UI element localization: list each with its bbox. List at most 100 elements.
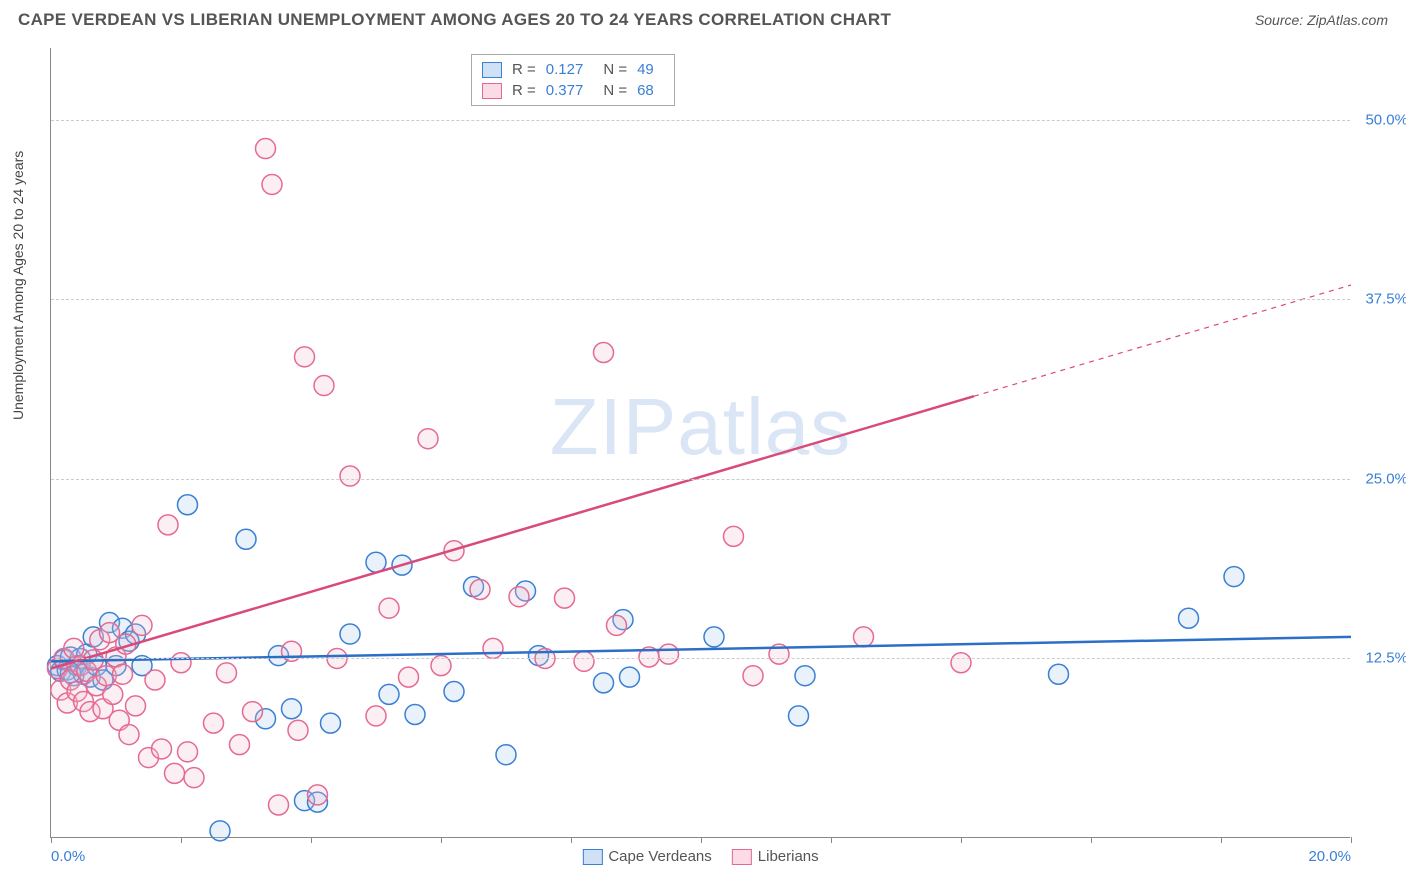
data-point <box>594 673 614 693</box>
data-point <box>659 644 679 664</box>
data-point <box>399 667 419 687</box>
y-tick-label: 12.5% <box>1365 650 1406 667</box>
data-point <box>295 347 315 367</box>
chart-header: CAPE VERDEAN VS LIBERIAN UNEMPLOYMENT AM… <box>0 0 1406 36</box>
legend-r-value: 0.127 <box>546 61 584 78</box>
scatter-svg <box>51 48 1350 837</box>
data-point <box>314 376 334 396</box>
data-point <box>113 664 133 684</box>
x-tick <box>181 837 182 843</box>
legend-swatch-icon <box>482 83 502 99</box>
correlation-legend: R = 0.127 N = 49 R = 0.377 N = 68 <box>471 54 675 106</box>
data-point <box>152 739 172 759</box>
legend-item: Liberians <box>732 848 819 865</box>
source-attribution: Source: ZipAtlas.com <box>1255 12 1388 28</box>
data-point <box>951 653 971 673</box>
data-point <box>282 699 302 719</box>
legend-row: R = 0.377 N = 68 <box>482 80 664 101</box>
gridline <box>51 120 1350 121</box>
legend-swatch-icon <box>582 849 602 865</box>
x-tick <box>441 837 442 843</box>
data-point <box>184 768 204 788</box>
data-point <box>418 429 438 449</box>
x-tick <box>831 837 832 843</box>
data-point <box>243 702 263 722</box>
data-point <box>145 670 165 690</box>
x-tick-label: 0.0% <box>51 848 85 865</box>
data-point <box>379 684 399 704</box>
legend-n-value: 68 <box>637 82 654 99</box>
data-point <box>555 588 575 608</box>
data-point <box>256 139 276 159</box>
data-point <box>178 742 198 762</box>
data-point <box>165 763 185 783</box>
x-tick <box>311 837 312 843</box>
data-point <box>178 495 198 515</box>
data-point <box>158 515 178 535</box>
legend-n-label: N = <box>603 61 627 78</box>
series-legend: Cape Verdeans Liberians <box>582 848 818 865</box>
y-tick-label: 37.5% <box>1365 291 1406 308</box>
data-point <box>854 627 874 647</box>
legend-r-label: R = <box>512 61 536 78</box>
data-point <box>132 615 152 635</box>
data-point <box>483 638 503 658</box>
data-point <box>1224 567 1244 587</box>
gridline <box>51 479 1350 480</box>
trend-line-extrapolated <box>974 285 1351 396</box>
data-point <box>288 720 308 740</box>
x-tick <box>961 837 962 843</box>
data-point <box>607 615 627 635</box>
legend-item: Cape Verdeans <box>582 848 711 865</box>
trend-line <box>51 396 974 668</box>
data-point <box>1179 608 1199 628</box>
data-point <box>340 624 360 644</box>
data-point <box>574 651 594 671</box>
data-point <box>366 552 386 572</box>
x-tick <box>1351 837 1352 843</box>
legend-swatch-icon <box>482 62 502 78</box>
data-point <box>594 343 614 363</box>
gridline <box>51 658 1350 659</box>
data-point <box>379 598 399 618</box>
data-point <box>210 821 230 841</box>
data-point <box>217 663 237 683</box>
x-tick <box>571 837 572 843</box>
data-point <box>262 174 282 194</box>
legend-r-value: 0.377 <box>546 82 584 99</box>
legend-n-value: 49 <box>637 61 654 78</box>
data-point <box>103 684 123 704</box>
data-point <box>171 653 191 673</box>
data-point <box>405 704 425 724</box>
x-tick <box>51 837 52 843</box>
data-point <box>795 666 815 686</box>
y-tick-label: 25.0% <box>1365 470 1406 487</box>
legend-item-label: Liberians <box>758 848 819 865</box>
data-point <box>496 745 516 765</box>
data-point <box>269 795 289 815</box>
data-point <box>308 785 328 805</box>
data-point <box>509 587 529 607</box>
x-tick <box>1221 837 1222 843</box>
data-point <box>444 681 464 701</box>
data-point <box>204 713 224 733</box>
legend-swatch-icon <box>732 849 752 865</box>
y-tick-label: 50.0% <box>1365 111 1406 128</box>
plot-area: ZIPatlas R = 0.127 N = 49 R = 0.377 N = … <box>50 48 1350 838</box>
x-tick <box>1091 837 1092 843</box>
data-point <box>789 706 809 726</box>
x-tick <box>701 837 702 843</box>
data-point <box>620 667 640 687</box>
legend-row: R = 0.127 N = 49 <box>482 59 664 80</box>
y-axis-label: Unemployment Among Ages 20 to 24 years <box>10 151 26 420</box>
data-point <box>321 713 341 733</box>
data-point <box>1049 664 1069 684</box>
legend-r-label: R = <box>512 82 536 99</box>
data-point <box>230 735 250 755</box>
data-point <box>704 627 724 647</box>
chart-title: CAPE VERDEAN VS LIBERIAN UNEMPLOYMENT AM… <box>18 10 891 30</box>
data-point <box>470 580 490 600</box>
data-point <box>126 696 146 716</box>
data-point <box>119 725 139 745</box>
data-point <box>743 666 763 686</box>
